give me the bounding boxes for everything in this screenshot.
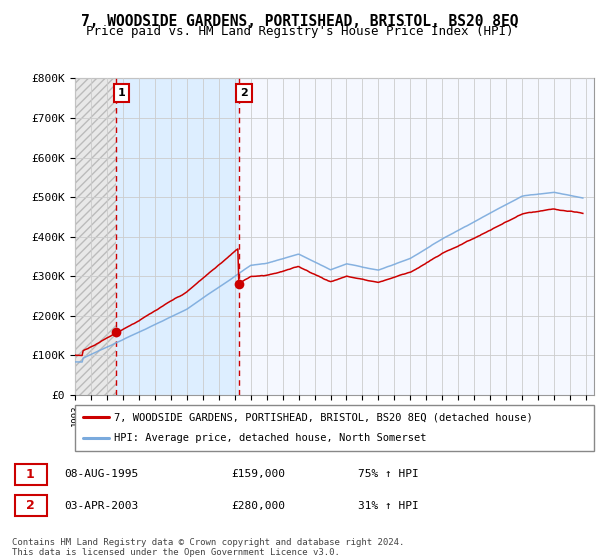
Text: 7, WOODSIDE GARDENS, PORTISHEAD, BRISTOL, BS20 8EQ (detached house): 7, WOODSIDE GARDENS, PORTISHEAD, BRISTOL… <box>114 412 533 422</box>
Text: 1: 1 <box>26 468 35 481</box>
Text: 1: 1 <box>118 88 125 98</box>
Bar <box>15 464 47 485</box>
Text: HPI: Average price, detached house, North Somerset: HPI: Average price, detached house, Nort… <box>114 433 427 444</box>
Text: £280,000: £280,000 <box>231 501 285 511</box>
Text: 03-APR-2003: 03-APR-2003 <box>64 501 138 511</box>
Bar <box>116 78 239 395</box>
Bar <box>239 78 594 395</box>
Text: 2: 2 <box>240 88 248 98</box>
Text: 2: 2 <box>26 500 35 512</box>
Text: 31% ↑ HPI: 31% ↑ HPI <box>358 501 418 511</box>
Text: 7, WOODSIDE GARDENS, PORTISHEAD, BRISTOL, BS20 8EQ: 7, WOODSIDE GARDENS, PORTISHEAD, BRISTOL… <box>81 14 519 29</box>
Text: 08-AUG-1995: 08-AUG-1995 <box>64 469 138 479</box>
Bar <box>15 495 47 516</box>
Text: Price paid vs. HM Land Registry's House Price Index (HPI): Price paid vs. HM Land Registry's House … <box>86 25 514 38</box>
Text: £159,000: £159,000 <box>231 469 285 479</box>
Text: 75% ↑ HPI: 75% ↑ HPI <box>358 469 418 479</box>
Bar <box>75 78 116 395</box>
Text: Contains HM Land Registry data © Crown copyright and database right 2024.
This d: Contains HM Land Registry data © Crown c… <box>12 538 404 557</box>
